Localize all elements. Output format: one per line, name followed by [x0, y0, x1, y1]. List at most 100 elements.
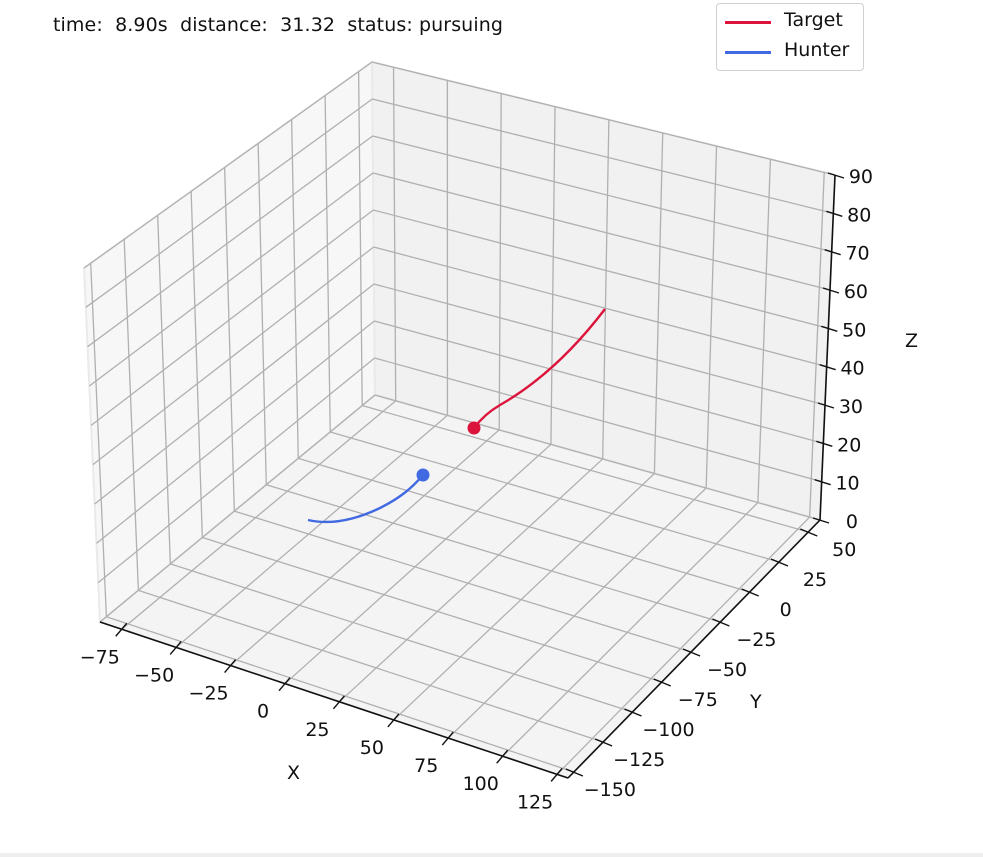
z-grid-back [373, 209, 829, 329]
z-tick [819, 363, 836, 371]
y-grid-vertical [123, 239, 140, 591]
z-tick [827, 172, 845, 179]
y-axis-label: Y [749, 691, 762, 713]
y-tick-label: −50 [707, 659, 747, 681]
y-tick [800, 528, 818, 537]
x-grid-vertical [602, 119, 610, 459]
y-tick-label: −100 [642, 719, 694, 741]
x-tick [224, 659, 237, 673]
x-axis-line [99, 621, 569, 779]
y-tick-label: 50 [832, 539, 856, 561]
target-line-swatch-icon [725, 21, 771, 24]
z-tick-label: 40 [840, 358, 864, 380]
tick-labels: −75−50−250255075100125−150−125−100−75−50… [80, 166, 873, 813]
legend-item-hunter: Hunter [717, 38, 863, 66]
y-tick [712, 618, 730, 627]
x-grid-line [339, 458, 604, 703]
z-tick-label: 90 [849, 166, 873, 188]
z-tick-label: 10 [835, 473, 859, 495]
x-axis-label: X [287, 762, 300, 784]
z-tick [816, 440, 833, 448]
y-tick [565, 768, 584, 777]
x-grid-line [393, 473, 655, 721]
z-tick-label: 50 [842, 319, 866, 341]
x-tick-label: −25 [189, 683, 229, 705]
x-tick-label: −50 [134, 664, 174, 686]
y-grid-line [106, 616, 575, 773]
z-grid-left [88, 172, 374, 387]
target-marker [467, 421, 481, 435]
x-tick [169, 640, 182, 655]
x-tick [441, 731, 454, 746]
x-grid-line [175, 414, 448, 648]
y-tick [741, 588, 759, 597]
z-tick [812, 517, 830, 524]
z-tick-label: 70 [845, 243, 869, 265]
y-grid-line [138, 589, 604, 743]
z-grid-back [374, 394, 821, 521]
x-grid-vertical [653, 132, 664, 474]
z-axis-line [819, 174, 836, 521]
z-grid-back [372, 98, 834, 214]
x-grid-line [447, 487, 707, 739]
y-tick [653, 678, 672, 687]
x-grid-vertical [498, 93, 502, 430]
z-tick-label: 30 [839, 396, 863, 418]
x-tick [496, 749, 509, 764]
z-grid-left [83, 61, 373, 269]
x-tick-label: 50 [360, 737, 384, 759]
y-tick [682, 648, 701, 657]
z-tick [822, 287, 840, 294]
x-tick-label: 100 [463, 773, 499, 795]
x-tick-label: 0 [257, 701, 269, 723]
z-grid-back [373, 246, 827, 368]
z-grid-left [90, 209, 374, 426]
z-grid-left [85, 98, 373, 308]
x-grid-line [230, 429, 500, 667]
x-tick [387, 713, 400, 728]
x-grid-vertical [550, 106, 556, 445]
z-grid-left [99, 394, 376, 623]
z-tick-label: 60 [844, 281, 868, 303]
x-tick [550, 767, 563, 782]
x-tick-label: 25 [305, 719, 329, 741]
x-grid-vertical [757, 159, 772, 503]
x-grid-line [502, 502, 759, 757]
x-tick-label: −75 [80, 646, 120, 668]
hunter-marker [416, 468, 430, 482]
y-grid-line [170, 563, 633, 713]
ticks [115, 172, 845, 782]
hunter-trajectory [307, 474, 424, 524]
y-grid-line [202, 536, 662, 683]
y-grid-vertical [257, 143, 267, 485]
x-grid-vertical [392, 67, 397, 401]
y-grid-line [362, 404, 809, 533]
z-grid-left [96, 320, 375, 544]
legend-item-target: Target [717, 8, 863, 36]
axis-lines [99, 174, 836, 779]
z-grid-back [374, 357, 822, 483]
z-grid-back [372, 135, 832, 253]
x-grid-vertical [809, 172, 825, 518]
y-tick [594, 738, 613, 747]
z-grid-left [94, 283, 375, 505]
y-tick-label: −125 [613, 749, 665, 771]
legend-label: Target [784, 9, 843, 31]
z-tick-label: 0 [846, 511, 858, 533]
y-grid-line [266, 484, 721, 623]
y-grid-vertical [324, 95, 331, 432]
y-grid-vertical [190, 191, 203, 538]
y-tick-label: −25 [736, 629, 776, 651]
x-grid-line [121, 400, 397, 630]
y-tick [624, 708, 642, 717]
y-axis-line [567, 519, 821, 779]
x-tick [332, 695, 345, 710]
legend-label: Hunter [784, 39, 850, 61]
x-grid-vertical [705, 146, 718, 489]
z-tick [824, 248, 841, 256]
z-tick-label: 20 [837, 434, 861, 456]
z-tick [826, 210, 843, 218]
z-tick [814, 478, 831, 486]
